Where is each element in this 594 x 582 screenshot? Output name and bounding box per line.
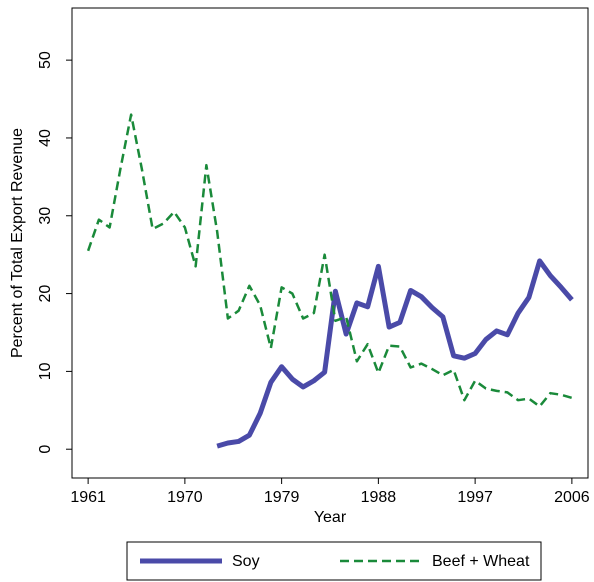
plot-frame — [71, 7, 589, 479]
series-line — [216, 258, 574, 449]
x-tick-label: 1997 — [457, 489, 493, 506]
y-tick-label: 20 — [37, 285, 54, 303]
y-tick-label: 30 — [37, 207, 54, 225]
x-tick-label: 1961 — [70, 489, 106, 506]
x-tick-label: 1979 — [264, 489, 300, 506]
legend-label: Beef + Wheat — [432, 553, 530, 570]
y-tick-label: 50 — [37, 51, 54, 69]
series-line — [86, 113, 573, 408]
legend-label: Soy — [232, 553, 260, 570]
x-tick-label: 1988 — [361, 489, 397, 506]
y-axis-label: Percent of Total Export Revenue — [9, 128, 26, 358]
x-tick-label: 2006 — [554, 489, 590, 506]
y-tick-label: 10 — [37, 362, 54, 380]
x-tick-label: 1970 — [167, 489, 203, 506]
y-tick-label: 40 — [37, 129, 54, 147]
legend-box — [126, 541, 542, 581]
y-tick-label: 0 — [37, 445, 54, 454]
x-axis-label: Year — [314, 509, 347, 526]
